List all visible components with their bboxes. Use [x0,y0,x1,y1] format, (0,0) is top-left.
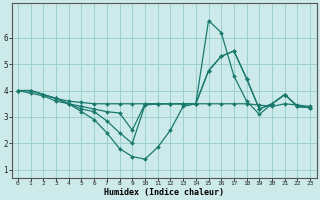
X-axis label: Humidex (Indice chaleur): Humidex (Indice chaleur) [104,188,224,197]
